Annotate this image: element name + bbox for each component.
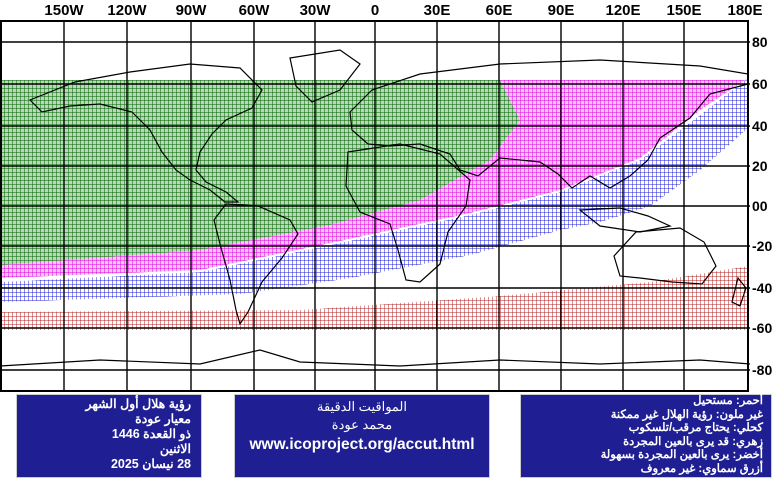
indonesia-outline bbox=[578, 207, 672, 233]
zone-blue bbox=[0, 78, 748, 302]
north-america-outline bbox=[28, 63, 263, 203]
title-line-1: رؤية هلال أول الشهر bbox=[85, 397, 192, 411]
lon-label-150w: 150W bbox=[44, 2, 84, 19]
title-line-2: معيار عودة bbox=[135, 412, 191, 426]
lon-label-90w: 90W bbox=[175, 2, 207, 19]
credit-url-link[interactable]: www.icoproject.org/accut.html bbox=[249, 436, 475, 453]
lon-label-30e: 30E bbox=[423, 2, 451, 19]
south-america-outline bbox=[213, 203, 299, 326]
lon-label-30w: 30W bbox=[299, 2, 331, 19]
legend-item-green: أخضر: يرى بالعين المجردة بسهولة bbox=[600, 449, 763, 461]
africa-outline bbox=[345, 143, 471, 283]
lon-label-120e: 120E bbox=[605, 2, 641, 19]
lon-label-150e: 150E bbox=[666, 2, 702, 19]
australia-outline bbox=[613, 227, 717, 285]
lon-label-180e: 180E bbox=[727, 2, 763, 19]
lat-label-60: 60 bbox=[752, 76, 768, 92]
lat-label-20: 20 bbox=[752, 158, 768, 174]
map-frame bbox=[0, 20, 749, 392]
lat-label-00: 00 bbox=[752, 198, 768, 214]
lon-label-0: 0 bbox=[370, 2, 380, 19]
lon-label-90e: 90E bbox=[547, 2, 575, 19]
lon-label-60e: 60E bbox=[485, 2, 513, 19]
title-line-5: 28 نيسان 2025 bbox=[110, 457, 191, 471]
credit-line-1: المواقيت الدقيقة bbox=[316, 399, 407, 414]
legend-panel: أحمر: مستحيل غير ملون: رؤية الهلال غير م… bbox=[520, 394, 772, 478]
title-panel: رؤية هلال أول الشهر معيار عودة ذو القعدة… bbox=[16, 394, 202, 478]
lon-label-60w: 60W bbox=[238, 2, 270, 19]
legend-item-uncolored: غير ملون: رؤية الهلال غير ممكنة bbox=[610, 408, 763, 421]
lat-label-80: 80 bbox=[752, 34, 768, 50]
legend-item-navy: كحلي: يحتاج مرقب/تلسكوب bbox=[628, 422, 763, 434]
lon-label-120w: 120W bbox=[107, 2, 147, 19]
lat-label-m60: -60 bbox=[752, 320, 773, 336]
new-zealand-outline bbox=[731, 276, 747, 307]
eurasia-outline bbox=[349, 59, 749, 189]
legend-item-red: أحمر: مستحيل bbox=[693, 395, 763, 407]
visibility-map bbox=[0, 20, 750, 392]
credit-panel: المواقيت الدقيقة محمد عودة www.icoprojec… bbox=[234, 394, 490, 478]
legend-item-pink: زهري: قد يرى بالعين المجردة bbox=[623, 435, 763, 448]
title-line-3: ذو القعدة 1446 bbox=[111, 427, 191, 441]
lat-label-40: 40 bbox=[752, 118, 768, 134]
greenland-outline bbox=[289, 49, 361, 103]
legend-item-skyblue: أزرق سماوي: غير معروف bbox=[640, 462, 763, 475]
lat-lon-grid bbox=[0, 20, 750, 392]
coastlines bbox=[0, 49, 750, 367]
antarctica-outline bbox=[0, 349, 750, 367]
lat-label-m20: -20 bbox=[752, 238, 773, 254]
lat-label-m80: -80 bbox=[752, 362, 773, 378]
lat-label-m40: -40 bbox=[752, 280, 773, 296]
credit-line-2: محمد عودة bbox=[331, 417, 393, 432]
title-line-4: الاثنين bbox=[159, 442, 191, 456]
